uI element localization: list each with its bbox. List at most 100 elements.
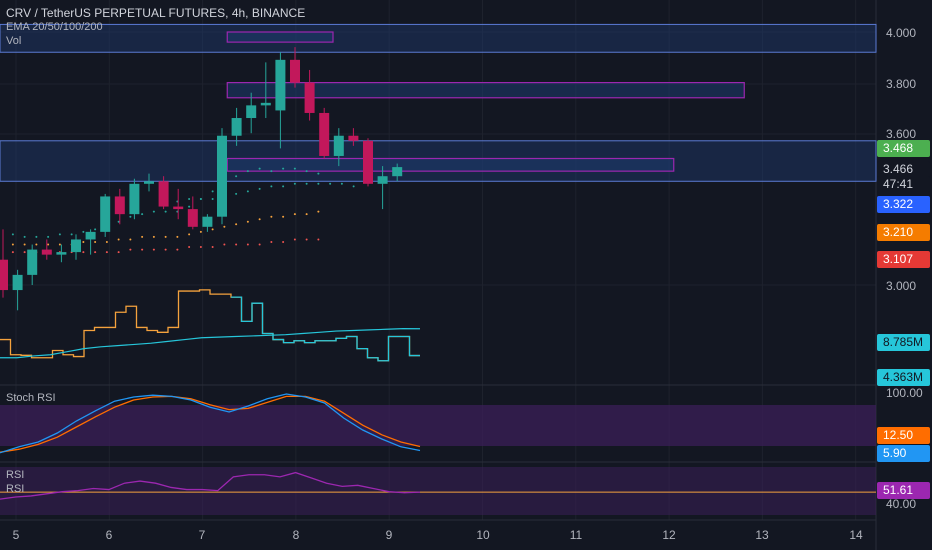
- candle-body: [85, 231, 96, 240]
- rsi-tag: 51.61: [877, 482, 930, 499]
- candle-body: [71, 239, 81, 253]
- rsi-legend-2[interactable]: RSI: [6, 483, 25, 495]
- ema-dot: [23, 251, 26, 254]
- ema-dot: [270, 240, 273, 243]
- ema-dot: [270, 170, 273, 173]
- ema-dot: [152, 210, 155, 213]
- ema-dot: [164, 248, 167, 251]
- ema-dot: [258, 218, 261, 221]
- ema-dot: [35, 243, 38, 246]
- ema-dot: [152, 235, 155, 238]
- ema-dot: [317, 210, 320, 213]
- candle-body: [377, 176, 388, 184]
- candle-body: [144, 181, 154, 184]
- candle-body: [100, 196, 111, 232]
- ema-dot: [293, 182, 296, 185]
- volume-line: [0, 289, 420, 362]
- ema-dot: [11, 251, 14, 254]
- ema-dot: [258, 243, 261, 246]
- ema-dot: [340, 182, 343, 185]
- ema-dot: [188, 205, 191, 208]
- candle-body: [363, 140, 373, 184]
- time-tick: 7: [198, 528, 206, 542]
- ema-dot: [82, 240, 85, 243]
- rsi-legend-1[interactable]: RSI: [6, 469, 25, 481]
- ema-dot: [211, 197, 214, 200]
- ema-dot: [129, 238, 132, 241]
- ema-dot: [329, 182, 332, 185]
- time-tick: 11: [569, 528, 583, 542]
- stoch-rsi-legend[interactable]: Stoch RSI: [6, 392, 56, 404]
- ema-dot: [176, 235, 179, 238]
- ema-dot: [105, 251, 108, 254]
- ema-dot: [94, 251, 97, 254]
- volume-ma-tag: 8.785M: [877, 334, 930, 351]
- candle-body: [27, 249, 38, 275]
- stoch-d-line: [0, 395, 421, 453]
- ema-dot: [188, 233, 191, 236]
- candle-body: [246, 105, 257, 119]
- ema-dot: [23, 243, 26, 246]
- volume-ma-line: [0, 328, 421, 359]
- price-tick: 3.000: [886, 279, 917, 293]
- ema-dot: [293, 238, 296, 241]
- candle-body: [260, 102, 271, 106]
- ema-dot: [164, 210, 167, 213]
- time-tick: 14: [849, 528, 863, 542]
- candle-body: [12, 274, 23, 291]
- countdown-tag: 47:41: [877, 176, 930, 193]
- ema-dot: [94, 228, 97, 231]
- rsi-line: [0, 471, 421, 500]
- ema-dot: [211, 246, 214, 249]
- ema-dot: [164, 235, 167, 238]
- time-tick: 13: [755, 528, 769, 542]
- ema-dot: [82, 251, 85, 254]
- ema-dot: [293, 213, 296, 216]
- ema-dot: [129, 215, 132, 218]
- ema-dot: [58, 233, 61, 236]
- ema-dot: [70, 233, 73, 236]
- time-tick: 9: [385, 528, 393, 542]
- ema-dot: [235, 192, 238, 195]
- ema-dot: [235, 175, 238, 178]
- ema-dot: [105, 240, 108, 243]
- rsi-band: [0, 467, 876, 515]
- candle-body: [129, 183, 140, 215]
- ema-dot: [352, 185, 355, 188]
- stoch-band: [0, 405, 876, 446]
- price-tag-current: 3.466: [877, 161, 930, 178]
- price-tick: 3.800: [886, 77, 917, 91]
- candle-body: [333, 135, 344, 156]
- price-tick: 3.600: [886, 127, 917, 141]
- ema-dot: [282, 240, 285, 243]
- candle-body: [41, 249, 52, 255]
- candle-body: [0, 259, 8, 291]
- ema-dot: [305, 170, 308, 173]
- ema-dot: [141, 213, 144, 216]
- ema-dot: [246, 190, 249, 193]
- rsi-tick: 40.00: [886, 497, 917, 511]
- order-block: [226, 81, 745, 99]
- ema-dot: [188, 246, 191, 249]
- candle-body: [275, 59, 286, 111]
- ema-dot: [235, 243, 238, 246]
- ema-dot: [199, 197, 202, 200]
- ema-dot: [317, 172, 320, 175]
- stoch-k-tag: 5.90: [877, 445, 930, 462]
- vol-legend[interactable]: Vol: [6, 35, 22, 47]
- ema-dot: [199, 246, 202, 249]
- ema-dot: [94, 240, 97, 243]
- stoch-d-tag: 12.50: [877, 427, 930, 444]
- ema-dot: [270, 215, 273, 218]
- ema-dot: [317, 238, 320, 241]
- ema-dot: [282, 185, 285, 188]
- candle-body: [173, 206, 184, 210]
- ema-dot: [211, 228, 214, 231]
- ema-legend[interactable]: EMA 20/50/100/200: [6, 21, 103, 33]
- ema-dot: [117, 251, 120, 254]
- order-block: [226, 31, 334, 43]
- ema-dot: [23, 235, 26, 238]
- ema-dot: [117, 220, 120, 223]
- candle-body: [304, 82, 315, 113]
